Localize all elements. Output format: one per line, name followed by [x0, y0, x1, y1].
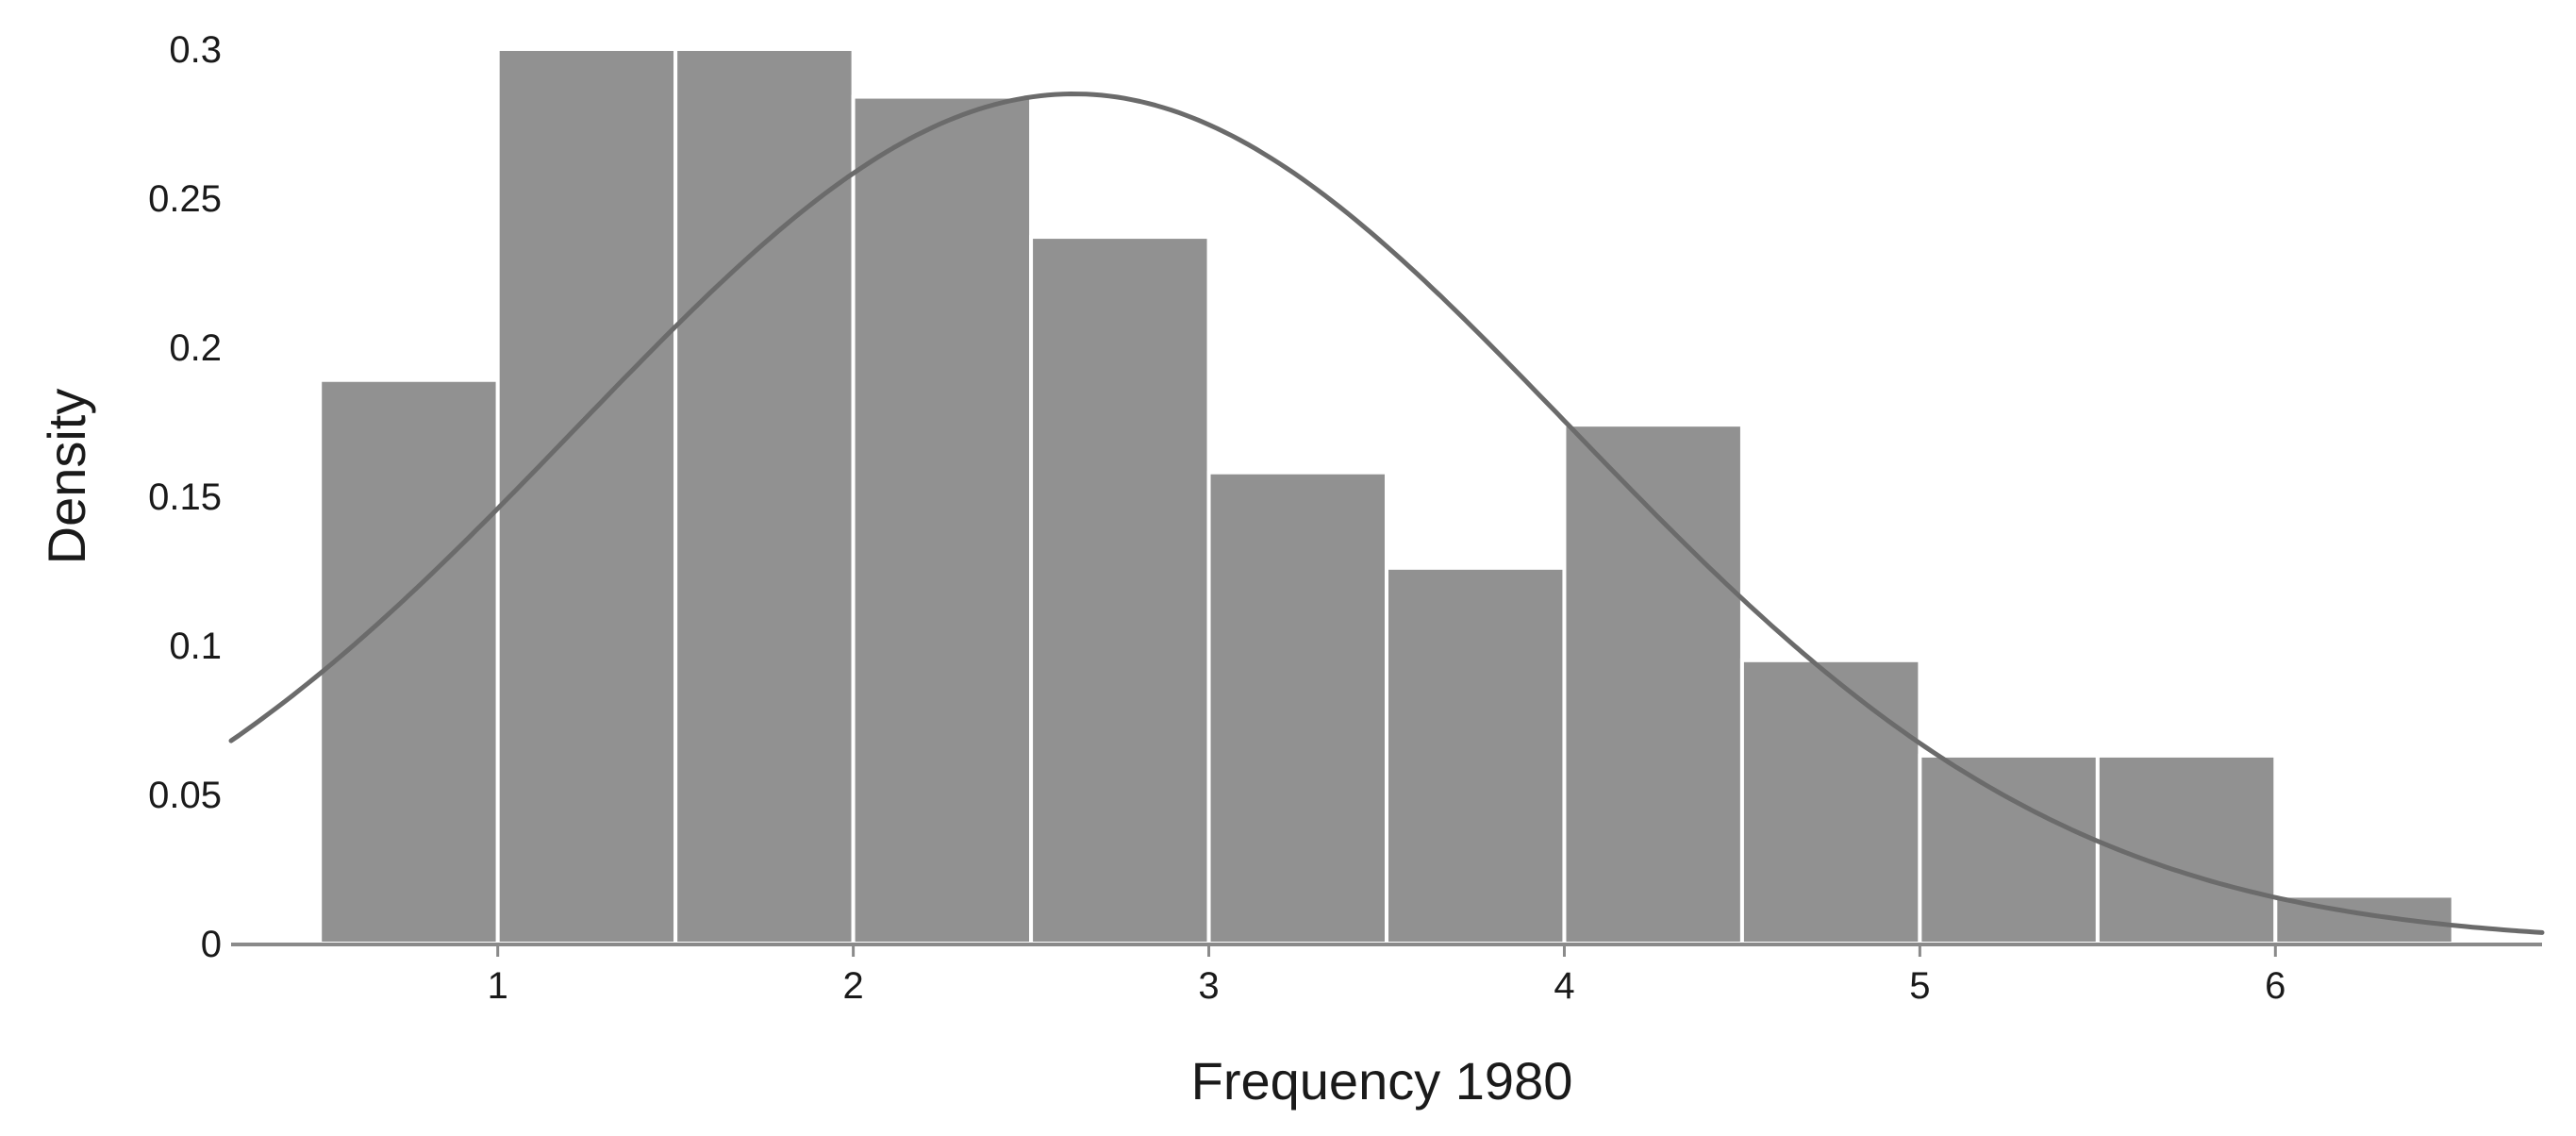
y-axis-ticks: 0 0.05 0.1 0.15 0.2 0.25 0.3 [148, 29, 222, 965]
x-tick-label: 1 [488, 965, 508, 1007]
y-tick-label: 0.05 [148, 775, 222, 816]
histogram-bar-2 [495, 47, 678, 945]
histogram-bar-7 [1385, 565, 1567, 946]
x-tick-label: 4 [1554, 965, 1574, 1007]
y-axis-title: Density [37, 389, 96, 565]
y-tick-label: 0.25 [148, 178, 222, 220]
histogram-bar-4 [851, 94, 1034, 945]
y-tick-label: 0 [201, 924, 222, 965]
histogram-bars [318, 47, 2455, 946]
histogram-bar-3 [673, 47, 856, 945]
histogram-bar-5 [1029, 235, 1211, 945]
histogram-bar-8 [1562, 423, 1744, 946]
histogram-bar-6 [1206, 470, 1388, 945]
density-curve [228, 92, 2545, 935]
histogram-bar-11 [2095, 753, 2278, 945]
x-axis-title: Frequency 1980 [1191, 1051, 1573, 1111]
y-tick-label: 0.2 [169, 327, 222, 369]
x-tick-label: 3 [1198, 965, 1219, 1007]
x-tick-label: 6 [2265, 965, 2285, 1007]
y-tick-label: 0.3 [169, 29, 222, 71]
y-tick-label: 0.1 [169, 626, 222, 667]
x-tick-label: 5 [1909, 965, 1930, 1007]
x-tick-label: 2 [842, 965, 863, 1007]
histogram-bar-9 [1739, 658, 1922, 945]
histogram-bar-10 [1918, 753, 2100, 945]
y-tick-label: 0.15 [148, 476, 222, 518]
histogram-bar-1 [318, 377, 500, 945]
x-axis-ticks: 1 2 3 4 5 6 [488, 944, 2285, 1007]
